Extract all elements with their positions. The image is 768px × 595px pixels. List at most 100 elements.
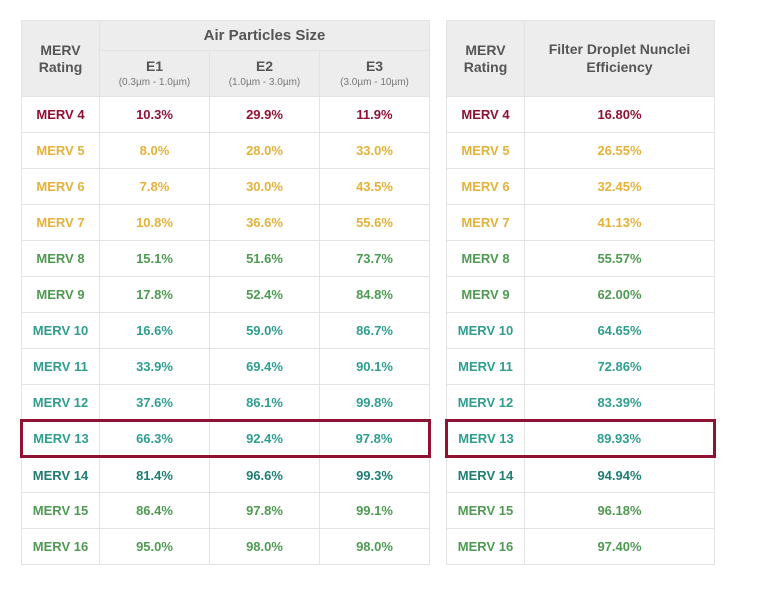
efficiency-value: 97.40%: [525, 529, 715, 565]
merv-label: MERV 4: [447, 97, 525, 133]
efficiency-value: 32.45%: [525, 169, 715, 205]
table-row: MERV 1389.93%: [447, 421, 715, 457]
merv-label: MERV 9: [22, 277, 100, 313]
merv-label: MERV 14: [447, 457, 525, 493]
header-e1-range: (0.3µm - 1.0µm): [100, 77, 209, 88]
merv-label: MERV 7: [22, 205, 100, 241]
merv-label: MERV 9: [447, 277, 525, 313]
table-row: MERV 1064.65%: [447, 313, 715, 349]
table-row: MERV 1596.18%: [447, 493, 715, 529]
table-row: MERV 855.57%: [447, 241, 715, 277]
e1-value: 37.6%: [100, 385, 210, 421]
efficiency-value: 16.80%: [525, 97, 715, 133]
table-row: MERV 815.1%51.6%73.7%: [22, 241, 430, 277]
e1-value: 17.8%: [100, 277, 210, 313]
merv-label: MERV 12: [22, 385, 100, 421]
merv-label: MERV 7: [447, 205, 525, 241]
e2-value: 52.4%: [210, 277, 320, 313]
e3-value: 90.1%: [320, 349, 430, 385]
table-row: MERV 67.8%30.0%43.5%: [22, 169, 430, 205]
table-row: MERV 410.3%29.9%11.9%: [22, 97, 430, 133]
efficiency-value: 94.94%: [525, 457, 715, 493]
e2-value: 30.0%: [210, 169, 320, 205]
table-row: MERV 1283.39%: [447, 385, 715, 421]
e2-value: 98.0%: [210, 529, 320, 565]
e2-value: 86.1%: [210, 385, 320, 421]
e1-value: 10.8%: [100, 205, 210, 241]
table-row: MERV 416.80%: [447, 97, 715, 133]
e2-value: 36.6%: [210, 205, 320, 241]
efficiency-value: 83.39%: [525, 385, 715, 421]
e1-value: 7.8%: [100, 169, 210, 205]
table-row: MERV 632.45%: [447, 169, 715, 205]
e3-value: 99.8%: [320, 385, 430, 421]
table-row: MERV 1133.9%69.4%90.1%: [22, 349, 430, 385]
e2-value: 97.8%: [210, 493, 320, 529]
header-droplet-efficiency: Filter Droplet Nunclei Efficiency: [525, 21, 715, 97]
efficiency-value: 96.18%: [525, 493, 715, 529]
merv-label: MERV 8: [22, 241, 100, 277]
e3-value: 86.7%: [320, 313, 430, 349]
merv-label: MERV 10: [447, 313, 525, 349]
merv-label: MERV 15: [22, 493, 100, 529]
header-e2-label: E2: [210, 59, 319, 74]
e3-value: 43.5%: [320, 169, 430, 205]
merv-label: MERV 12: [447, 385, 525, 421]
e2-value: 51.6%: [210, 241, 320, 277]
header-e3: E3 (3.0µm - 10µm): [320, 51, 430, 97]
table-row: MERV 741.13%: [447, 205, 715, 241]
e3-value: 55.6%: [320, 205, 430, 241]
merv-label: MERV 5: [22, 133, 100, 169]
e3-value: 84.8%: [320, 277, 430, 313]
table-row: MERV 526.55%: [447, 133, 715, 169]
e3-value: 97.8%: [320, 421, 430, 457]
table-row: MERV 917.8%52.4%84.8%: [22, 277, 430, 313]
e2-value: 92.4%: [210, 421, 320, 457]
efficiency-value: 26.55%: [525, 133, 715, 169]
e1-value: 66.3%: [100, 421, 210, 457]
header-e3-range: (3.0µm - 10µm): [320, 77, 429, 88]
efficiency-value: 64.65%: [525, 313, 715, 349]
e3-value: 73.7%: [320, 241, 430, 277]
header-e3-label: E3: [320, 59, 429, 74]
header-merv-rating-2: MERV Rating: [447, 21, 525, 97]
merv-label: MERV 8: [447, 241, 525, 277]
merv-label: MERV 10: [22, 313, 100, 349]
e3-value: 33.0%: [320, 133, 430, 169]
header-air-particles: Air Particles Size: [100, 21, 430, 51]
table-row: MERV 1695.0%98.0%98.0%: [22, 529, 430, 565]
table-row: MERV 1586.4%97.8%99.1%: [22, 493, 430, 529]
efficiency-value: 41.13%: [525, 205, 715, 241]
header-e1: E1 (0.3µm - 1.0µm): [100, 51, 210, 97]
merv-label: MERV 5: [447, 133, 525, 169]
e2-value: 29.9%: [210, 97, 320, 133]
header-e2: E2 (1.0µm - 3.0µm): [210, 51, 320, 97]
tables-container: MERV Rating Air Particles Size E1 (0.3µm…: [20, 20, 748, 565]
table-row: MERV 1494.94%: [447, 457, 715, 493]
merv-label: MERV 4: [22, 97, 100, 133]
merv-label: MERV 14: [22, 457, 100, 493]
merv-label: MERV 16: [22, 529, 100, 565]
e1-value: 81.4%: [100, 457, 210, 493]
e1-value: 16.6%: [100, 313, 210, 349]
efficiency-value: 62.00%: [525, 277, 715, 313]
e2-value: 59.0%: [210, 313, 320, 349]
table-row: MERV 1697.40%: [447, 529, 715, 565]
e3-value: 11.9%: [320, 97, 430, 133]
efficiency-value: 89.93%: [525, 421, 715, 457]
e1-value: 86.4%: [100, 493, 210, 529]
particles-table: MERV Rating Air Particles Size E1 (0.3µm…: [20, 20, 431, 565]
table-row: MERV 962.00%: [447, 277, 715, 313]
e1-value: 15.1%: [100, 241, 210, 277]
table-row: MERV 1366.3%92.4%97.8%: [22, 421, 430, 457]
e2-value: 96.6%: [210, 457, 320, 493]
header-merv-rating: MERV Rating: [22, 21, 100, 97]
merv-label: MERV 11: [447, 349, 525, 385]
table-row: MERV 710.8%36.6%55.6%: [22, 205, 430, 241]
e3-value: 98.0%: [320, 529, 430, 565]
e2-value: 69.4%: [210, 349, 320, 385]
table-row: MERV 1237.6%86.1%99.8%: [22, 385, 430, 421]
e1-value: 33.9%: [100, 349, 210, 385]
e1-value: 95.0%: [100, 529, 210, 565]
merv-label: MERV 11: [22, 349, 100, 385]
